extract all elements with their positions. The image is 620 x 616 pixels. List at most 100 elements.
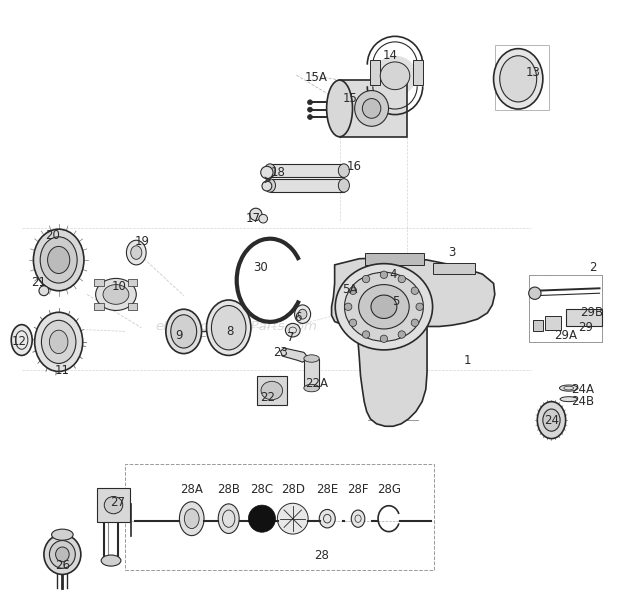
Ellipse shape [380, 62, 410, 90]
Ellipse shape [184, 509, 199, 529]
Ellipse shape [304, 384, 319, 392]
Text: 16: 16 [347, 160, 362, 173]
Ellipse shape [33, 229, 84, 291]
Bar [370, 60, 380, 85]
Text: 28A: 28A [180, 483, 203, 496]
Text: 19: 19 [135, 235, 150, 248]
Bar [529, 275, 602, 342]
Ellipse shape [285, 323, 300, 337]
Bar [533, 320, 543, 331]
Text: 29: 29 [578, 321, 593, 334]
Text: 6: 6 [294, 310, 301, 324]
Bar [566, 309, 602, 326]
Text: 26: 26 [55, 559, 70, 572]
Text: 17: 17 [246, 212, 261, 225]
Ellipse shape [218, 504, 239, 533]
Ellipse shape [362, 99, 381, 118]
Ellipse shape [294, 305, 311, 323]
Polygon shape [280, 348, 307, 362]
Ellipse shape [40, 237, 77, 283]
Ellipse shape [345, 272, 423, 341]
Bar [270, 164, 344, 177]
Bar [365, 253, 424, 265]
Ellipse shape [538, 402, 565, 439]
Ellipse shape [319, 509, 335, 528]
Circle shape [380, 271, 388, 278]
Ellipse shape [51, 529, 73, 540]
Ellipse shape [304, 355, 319, 362]
Circle shape [345, 303, 352, 310]
Text: 30: 30 [254, 261, 268, 275]
Text: 24A: 24A [571, 383, 594, 396]
Ellipse shape [298, 309, 307, 319]
Text: eReplacementParts.com: eReplacementParts.com [155, 320, 317, 333]
Bar [340, 80, 407, 137]
Text: 28E: 28E [316, 483, 339, 496]
Text: 29A: 29A [554, 329, 577, 342]
Ellipse shape [56, 547, 69, 562]
Text: 10: 10 [112, 280, 126, 293]
Bar [94, 278, 104, 286]
Text: 21: 21 [32, 275, 46, 289]
Ellipse shape [11, 325, 32, 355]
Ellipse shape [103, 285, 129, 304]
Text: 24: 24 [544, 413, 559, 427]
Bar [125, 464, 435, 570]
Ellipse shape [373, 56, 417, 96]
Bar [495, 45, 549, 110]
Ellipse shape [264, 164, 275, 177]
Text: 28G: 28G [377, 483, 401, 496]
Text: 4: 4 [389, 267, 397, 281]
Circle shape [362, 275, 370, 283]
Ellipse shape [500, 56, 537, 102]
Ellipse shape [335, 264, 433, 350]
Circle shape [349, 287, 356, 294]
Text: 28B: 28B [217, 483, 240, 496]
Bar [529, 275, 602, 342]
Ellipse shape [339, 179, 350, 192]
Ellipse shape [179, 501, 204, 535]
Bar [304, 359, 319, 388]
Bar [270, 179, 344, 192]
Text: 15A: 15A [304, 70, 327, 84]
Circle shape [380, 335, 388, 342]
Bar [414, 60, 423, 85]
Ellipse shape [50, 330, 68, 354]
Text: 29B: 29B [580, 306, 604, 320]
Bar [546, 316, 561, 330]
Circle shape [39, 286, 49, 296]
Text: 20: 20 [45, 229, 60, 242]
Ellipse shape [352, 510, 365, 527]
Text: 28: 28 [314, 549, 329, 562]
Text: 1: 1 [463, 354, 471, 367]
Text: 7: 7 [286, 331, 294, 344]
Ellipse shape [206, 300, 251, 355]
Ellipse shape [131, 246, 142, 259]
Text: 11: 11 [55, 364, 70, 378]
Text: 5A: 5A [342, 283, 358, 296]
Ellipse shape [559, 385, 578, 391]
Bar [94, 303, 104, 310]
Ellipse shape [261, 381, 283, 400]
Text: 9: 9 [175, 329, 183, 342]
Ellipse shape [170, 315, 197, 348]
Circle shape [259, 214, 267, 223]
Text: 28F: 28F [347, 483, 369, 496]
Ellipse shape [264, 179, 275, 192]
Ellipse shape [101, 555, 121, 566]
Ellipse shape [42, 320, 76, 363]
Ellipse shape [355, 91, 389, 126]
Text: 13: 13 [526, 66, 541, 79]
Circle shape [398, 331, 405, 338]
Ellipse shape [44, 534, 81, 574]
Ellipse shape [560, 397, 577, 402]
Text: 14: 14 [383, 49, 397, 62]
Ellipse shape [48, 246, 70, 274]
Ellipse shape [50, 541, 75, 568]
Circle shape [411, 287, 418, 294]
Ellipse shape [35, 312, 82, 371]
Bar [128, 303, 138, 310]
Text: 27: 27 [110, 495, 125, 509]
Ellipse shape [494, 49, 543, 109]
Circle shape [308, 115, 312, 120]
